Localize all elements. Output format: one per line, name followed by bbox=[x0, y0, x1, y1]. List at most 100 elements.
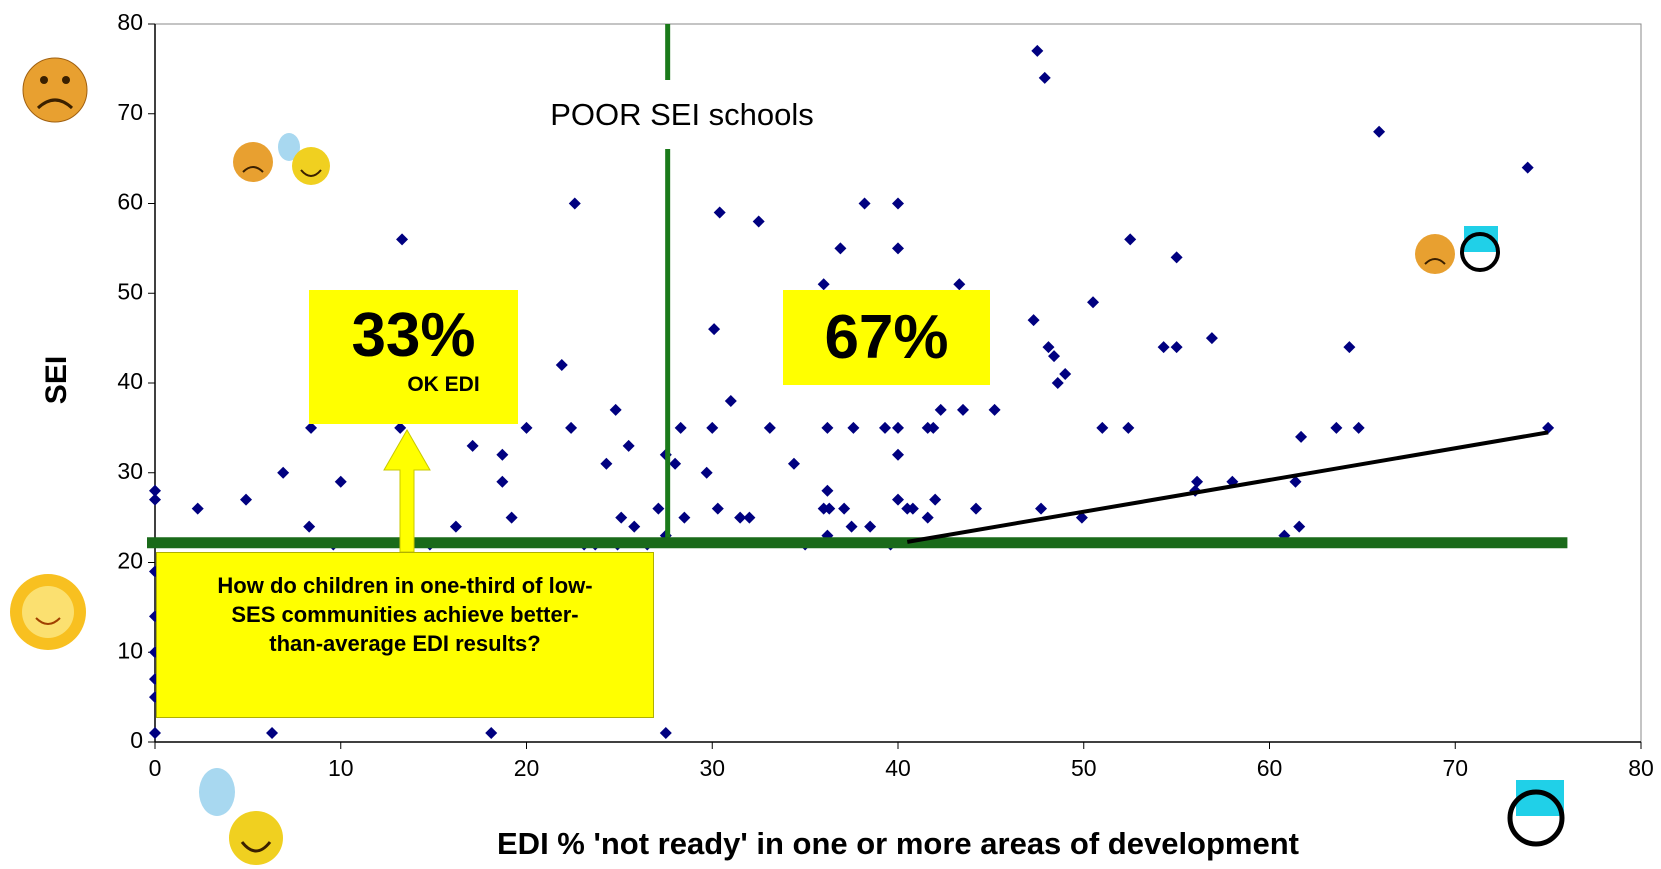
point bbox=[864, 520, 877, 533]
point bbox=[929, 493, 942, 506]
left-sub: OK EDI bbox=[407, 373, 480, 396]
point bbox=[921, 511, 934, 524]
point bbox=[240, 493, 253, 506]
point bbox=[1191, 475, 1204, 488]
point bbox=[396, 233, 409, 246]
point bbox=[847, 421, 860, 434]
point bbox=[724, 394, 737, 407]
point bbox=[1295, 430, 1308, 443]
point bbox=[149, 727, 161, 740]
question-box: How do children in one-third of low-SES … bbox=[156, 552, 654, 718]
x-tick-label: 50 bbox=[1071, 755, 1097, 781]
x-axis-title: EDI % 'not ready' in one or more areas o… bbox=[497, 826, 1299, 861]
point bbox=[609, 403, 622, 416]
point bbox=[496, 475, 509, 488]
point bbox=[1170, 251, 1183, 264]
point bbox=[934, 403, 947, 416]
x-tick-label: 30 bbox=[699, 755, 725, 781]
point bbox=[700, 466, 713, 479]
point bbox=[1170, 341, 1183, 354]
point bbox=[1075, 511, 1088, 524]
point bbox=[734, 511, 747, 524]
y-tick-label: 60 bbox=[117, 189, 143, 215]
point bbox=[1087, 296, 1100, 309]
point bbox=[892, 242, 904, 255]
point bbox=[706, 421, 719, 434]
point bbox=[858, 197, 871, 210]
point bbox=[970, 502, 983, 515]
point bbox=[878, 421, 891, 434]
trend-line bbox=[906, 430, 1549, 544]
x-tick-label: 70 bbox=[1442, 755, 1468, 781]
point bbox=[1096, 421, 1109, 434]
point bbox=[1051, 377, 1064, 389]
point bbox=[652, 502, 665, 515]
x-tick-label: 60 bbox=[1257, 755, 1283, 781]
y-tick-label: 40 bbox=[117, 368, 143, 394]
point bbox=[1373, 125, 1386, 138]
vline-label: POOR SEI schools bbox=[550, 97, 814, 132]
right-pct: 67% bbox=[783, 290, 990, 385]
point bbox=[838, 502, 851, 515]
point bbox=[334, 475, 347, 488]
point bbox=[787, 457, 800, 470]
point bbox=[305, 421, 318, 434]
y-tick-label: 70 bbox=[117, 99, 143, 125]
point bbox=[628, 520, 641, 533]
point bbox=[1293, 520, 1306, 533]
point bbox=[1352, 421, 1365, 434]
point bbox=[1124, 233, 1137, 246]
point bbox=[1122, 421, 1135, 434]
point bbox=[266, 727, 279, 740]
point bbox=[988, 403, 1001, 416]
y-tick-label: 30 bbox=[117, 458, 143, 484]
point bbox=[149, 493, 161, 506]
point bbox=[149, 484, 161, 497]
point bbox=[1521, 161, 1534, 174]
point bbox=[823, 502, 836, 515]
point bbox=[565, 421, 578, 434]
point bbox=[568, 197, 581, 210]
point bbox=[1031, 44, 1044, 57]
point bbox=[821, 421, 834, 434]
left-pct: 33% bbox=[351, 301, 476, 370]
point bbox=[496, 448, 509, 461]
point bbox=[892, 197, 904, 210]
point bbox=[520, 421, 533, 434]
y-tick-label: 0 bbox=[130, 727, 143, 753]
point bbox=[834, 242, 847, 255]
point bbox=[1059, 368, 1072, 381]
x-tick-label: 20 bbox=[514, 755, 540, 781]
decorations bbox=[10, 57, 1565, 865]
point bbox=[505, 511, 518, 524]
point bbox=[669, 457, 682, 470]
point bbox=[1289, 475, 1302, 488]
point bbox=[743, 511, 756, 524]
point bbox=[615, 511, 628, 524]
point bbox=[622, 439, 635, 452]
x-tick-label: 80 bbox=[1628, 755, 1654, 781]
y-axis-title: SEI bbox=[40, 356, 73, 404]
y-tick-label: 80 bbox=[117, 9, 143, 35]
point bbox=[1027, 314, 1040, 327]
point bbox=[1042, 341, 1055, 354]
point bbox=[1343, 341, 1356, 354]
point bbox=[957, 403, 970, 416]
point bbox=[555, 359, 568, 372]
point bbox=[752, 215, 765, 228]
point bbox=[713, 206, 726, 219]
point bbox=[600, 457, 613, 470]
point bbox=[892, 421, 904, 434]
point bbox=[659, 727, 672, 740]
point bbox=[892, 448, 904, 461]
x-tick-label: 40 bbox=[885, 755, 911, 781]
point bbox=[708, 323, 721, 336]
point bbox=[845, 520, 858, 533]
x-tick-label: 10 bbox=[328, 755, 354, 781]
point bbox=[1205, 332, 1218, 345]
y-tick-label: 50 bbox=[117, 278, 143, 304]
y-tick-label: 10 bbox=[117, 637, 143, 663]
left-callout: 33% OK EDI bbox=[309, 290, 518, 424]
point bbox=[277, 466, 290, 479]
